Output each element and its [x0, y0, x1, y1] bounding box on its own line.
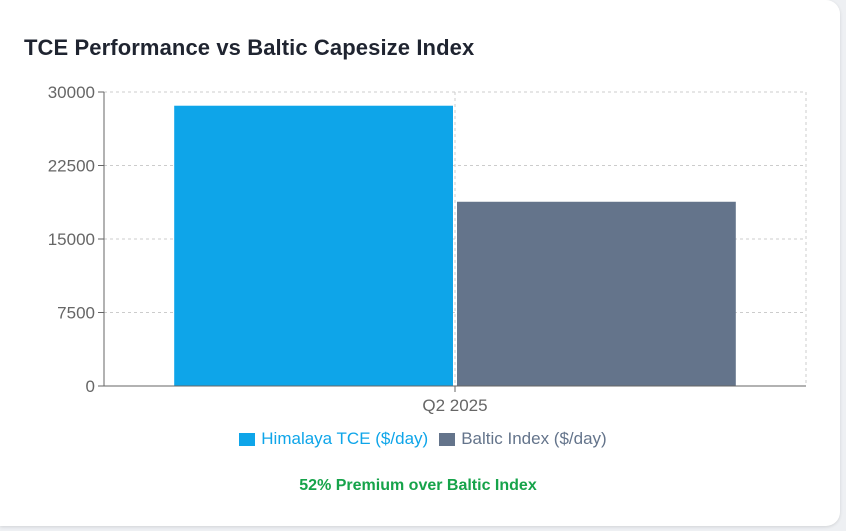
- y-tick-label: 15000: [48, 230, 95, 249]
- bar-baltic: [457, 201, 736, 386]
- y-tick-label: 30000: [48, 83, 95, 102]
- premium-note: 52% Premium over Baltic Index: [299, 477, 537, 494]
- chart-legend: Himalaya TCE ($/day) Baltic Index ($/day…: [0, 429, 846, 449]
- legend-swatch-himalaya: [239, 432, 256, 446]
- y-tick-label: 0: [86, 377, 95, 396]
- legend-item-baltic[interactable]: Baltic Index ($/day): [439, 429, 607, 449]
- y-tick-label: 22500: [48, 157, 95, 176]
- legend-swatch-baltic: [439, 432, 456, 446]
- legend-item-himalaya[interactable]: Himalaya TCE ($/day): [239, 429, 428, 449]
- x-tick-label: Q2 2025: [422, 396, 487, 415]
- legend-label-himalaya: Himalaya TCE ($/day): [261, 429, 429, 448]
- y-tick-label: 7500: [57, 304, 95, 323]
- legend-label-baltic: Baltic Index ($/day): [461, 429, 607, 448]
- chart-title: TCE Performance vs Baltic Capesize Index: [24, 35, 475, 60]
- bar-himalaya: [174, 105, 453, 386]
